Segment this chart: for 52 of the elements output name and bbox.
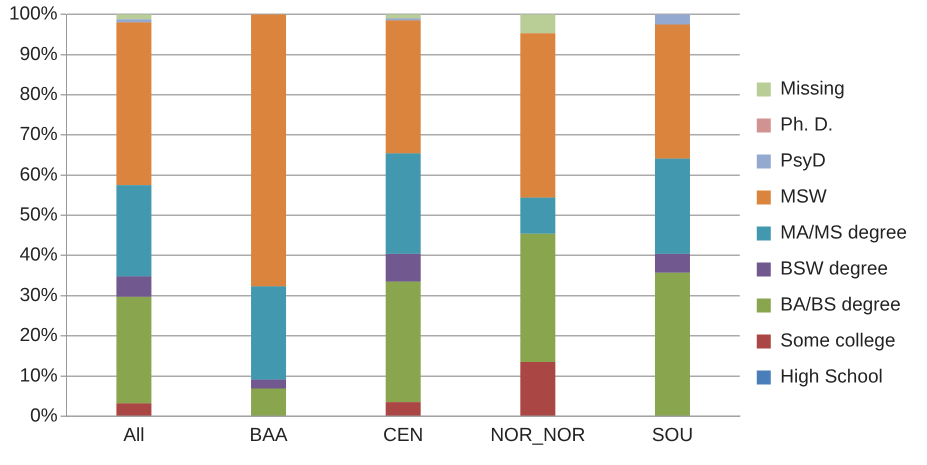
bar <box>654 272 690 416</box>
bar <box>251 286 286 380</box>
bar <box>520 198 556 234</box>
x-tick-label: NOR_NOR <box>490 424 586 446</box>
bar <box>386 402 421 416</box>
bar <box>116 296 152 404</box>
y-tick-label: 90% <box>20 44 58 65</box>
bar <box>654 24 690 159</box>
y-tick-label: 100% <box>8 4 58 25</box>
bar <box>386 14 421 18</box>
bar <box>116 403 152 416</box>
x-tick-label: All <box>123 424 144 446</box>
legend-label: Ph. D. <box>780 114 834 136</box>
y-tick-label: 60% <box>20 164 58 186</box>
legend-label: High School <box>780 366 883 388</box>
legend-label: Some college <box>780 330 896 352</box>
legend-label: MA/MS degree <box>780 222 908 244</box>
bar <box>654 14 690 24</box>
bar <box>520 234 556 362</box>
y-tick-label: 70% <box>20 124 58 146</box>
bar <box>386 153 421 254</box>
legend-label: PsyD <box>780 150 826 172</box>
y-tick-label: 10% <box>20 365 58 386</box>
bar <box>386 282 421 402</box>
y-tick-label: 30% <box>20 284 58 306</box>
x-tick-label: BAA <box>250 424 288 446</box>
bar <box>116 14 152 20</box>
legend-label: BA/BS degree <box>780 294 901 316</box>
bar <box>654 158 690 254</box>
bar <box>116 22 152 186</box>
y-tick-label: 50% <box>20 204 58 226</box>
y-tick-label: 0% <box>30 405 58 426</box>
x-tick-label: CEN <box>383 424 424 446</box>
bar <box>116 19 152 22</box>
legend-label: BSW degree <box>780 258 888 280</box>
legend-label: Missing <box>780 78 845 100</box>
bar <box>386 20 421 154</box>
y-tick-label: 40% <box>20 244 58 266</box>
bar <box>251 388 286 416</box>
bar <box>520 362 556 416</box>
bar <box>251 380 286 388</box>
x-tick-label: SOU <box>652 424 694 446</box>
bar <box>520 14 556 34</box>
y-tick-label: 20% <box>20 325 58 346</box>
y-tick-label: 80% <box>20 84 58 105</box>
bar <box>386 254 421 282</box>
bar <box>116 185 152 276</box>
legend-label: MSW <box>780 186 827 208</box>
bar <box>116 276 152 297</box>
bar <box>654 254 690 273</box>
bar <box>520 33 556 198</box>
bar <box>251 14 286 286</box>
